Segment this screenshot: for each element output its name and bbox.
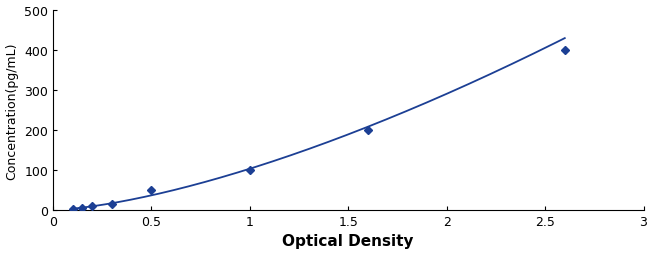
Y-axis label: Concentration(pg/mL): Concentration(pg/mL) (6, 42, 18, 179)
X-axis label: Optical Density: Optical Density (283, 233, 414, 248)
